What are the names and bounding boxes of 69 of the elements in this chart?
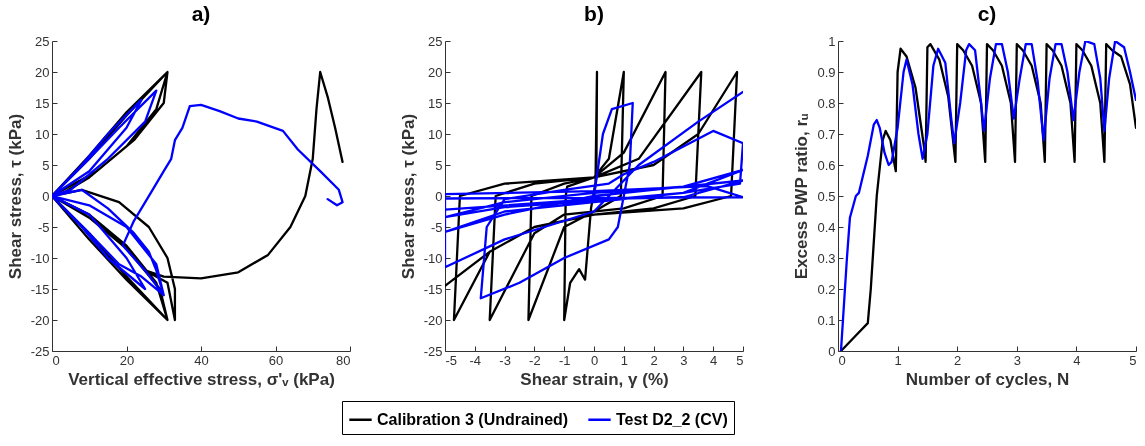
y-tick-label: -15 [30, 281, 50, 297]
x-tick-label: 0 [590, 352, 599, 368]
y-tick-label: 0.3 [817, 250, 836, 266]
y-tick-label: 15 [35, 95, 50, 111]
y-tick-label: 0.5 [817, 188, 836, 204]
y-tick-label: -20 [423, 312, 443, 328]
y-tick-label: -20 [30, 312, 50, 328]
y-tick-label: 1 [828, 33, 836, 49]
x-tick-label: 20 [119, 352, 135, 368]
y-tick-label: 0.2 [817, 281, 836, 297]
y-tick-label: 10 [35, 126, 50, 142]
y-tick-label: 0.6 [817, 157, 836, 173]
y-axis-title: Shear stress, τ (kPa) [398, 113, 418, 280]
y-tick-label: 5 [435, 157, 443, 173]
x-tick-label: -2 [529, 352, 541, 368]
x-tick-label: 5 [736, 352, 744, 368]
y-tick-label: 10 [428, 126, 443, 142]
y-tick-label: -25 [423, 343, 443, 359]
y-tick-label: -15 [423, 281, 443, 297]
y-tick-label: 0.4 [817, 219, 836, 235]
y-tick-label: -25 [30, 343, 50, 359]
x-tick-label: -5 [445, 352, 458, 368]
x-tick-label: -1 [558, 352, 571, 368]
y-tick-label: 5 [42, 157, 50, 173]
x-tick-label: 0 [52, 352, 60, 368]
line-series [445, 70, 739, 322]
y-tick-label: 0.9 [817, 64, 836, 80]
y-tick-label: -5 [430, 219, 443, 235]
chart-title: c) [977, 2, 997, 25]
x-tick-label: -4 [469, 352, 482, 368]
x-tick-label: 4 [1073, 352, 1081, 368]
x-tick-label: 2 [650, 352, 658, 368]
line-series [52, 89, 344, 297]
legend-label: Test D2_2 (CV) [616, 410, 728, 428]
chart-title: b) [584, 2, 604, 25]
x-tick-label: -3 [499, 352, 511, 368]
y-tick-label: 25 [35, 33, 50, 49]
x-tick-label: 0 [838, 352, 846, 368]
y-tick-label: 0.1 [817, 312, 836, 328]
x-axis-title: Number of cycles, N [905, 369, 1070, 389]
legend-label: Calibration 3 (Undrained) [377, 410, 569, 428]
y-tick-label: 25 [428, 33, 443, 49]
y-axis-title: Shear stress, τ (kPa) [5, 113, 25, 280]
y-tick-label: 20 [35, 64, 50, 80]
x-tick-label: 5 [1129, 352, 1137, 368]
x-tick-label: 2 [954, 352, 962, 368]
y-tick-label: -10 [423, 250, 443, 266]
y-axis-title: Excess PWP ratio, rᵤ [792, 113, 812, 280]
y-tick-label: 0 [435, 188, 443, 204]
y-tick-label: 20 [428, 64, 443, 80]
x-tick-label: 40 [194, 352, 209, 368]
line-series [52, 70, 344, 322]
chart-title: a) [191, 2, 211, 25]
y-tick-label: 15 [428, 95, 443, 111]
x-tick-label: 60 [268, 352, 284, 368]
x-tick-label: 80 [336, 352, 351, 368]
x-axis-title: Vertical effective stress, σ'ᵥ (kPa) [68, 369, 335, 389]
y-tick-label: -5 [37, 219, 50, 235]
x-tick-label: 4 [710, 352, 718, 368]
y-tick-label: 0.8 [817, 95, 836, 111]
x-tick-label: 1 [620, 352, 628, 368]
y-tick-label: 0 [42, 188, 50, 204]
x-tick-label: 3 [680, 352, 688, 368]
line-series [445, 90, 743, 300]
y-tick-label: -10 [30, 250, 50, 266]
y-tick-label: 0.7 [817, 126, 836, 142]
x-axis-title: Shear strain, γ (%) [520, 369, 669, 389]
x-tick-label: 1 [894, 352, 902, 368]
x-tick-label: 3 [1013, 352, 1021, 368]
